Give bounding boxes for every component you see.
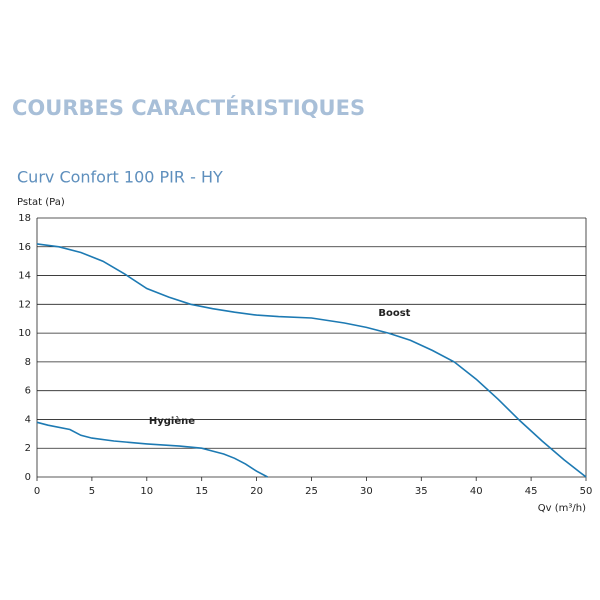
x-tick-label: 35 xyxy=(415,486,428,497)
series-line xyxy=(36,243,587,478)
chart-title: Curv Confort 100 PIR - HY xyxy=(17,168,223,187)
x-axis-label: Qv (m³/h) xyxy=(538,503,586,514)
series-label: Hygiène xyxy=(149,415,195,427)
y-tick-label: 16 xyxy=(18,242,31,253)
x-tick-label: 0 xyxy=(34,486,40,497)
y-tick-label: 8 xyxy=(25,357,31,368)
series-line xyxy=(36,421,268,478)
x-tick-label: 30 xyxy=(360,486,373,497)
y-tick-label: 6 xyxy=(25,386,31,397)
x-tick-label: 50 xyxy=(580,486,593,497)
y-tick-label: 10 xyxy=(18,328,31,339)
x-tick-label: 20 xyxy=(250,486,263,497)
y-tick-label: 12 xyxy=(18,299,31,310)
y-tick-label: 2 xyxy=(25,443,31,454)
x-tick-label: 45 xyxy=(525,486,538,497)
y-tick-label: 4 xyxy=(25,414,31,425)
x-tick-label: 40 xyxy=(470,486,483,497)
y-tick-label: 0 xyxy=(25,472,31,483)
x-tick-label: 10 xyxy=(140,486,153,497)
x-tick-label: 15 xyxy=(195,486,208,497)
y-tick-label: 18 xyxy=(18,213,31,224)
page-heading: COURBES CARACTÉRISTIQUES xyxy=(12,95,365,120)
x-tick-label: 5 xyxy=(89,486,95,497)
series-label: Boost xyxy=(378,308,410,319)
x-tick-label: 25 xyxy=(305,486,318,497)
y-tick-label: 14 xyxy=(18,271,31,282)
y-axis-label: Pstat (Pa) xyxy=(17,197,65,208)
